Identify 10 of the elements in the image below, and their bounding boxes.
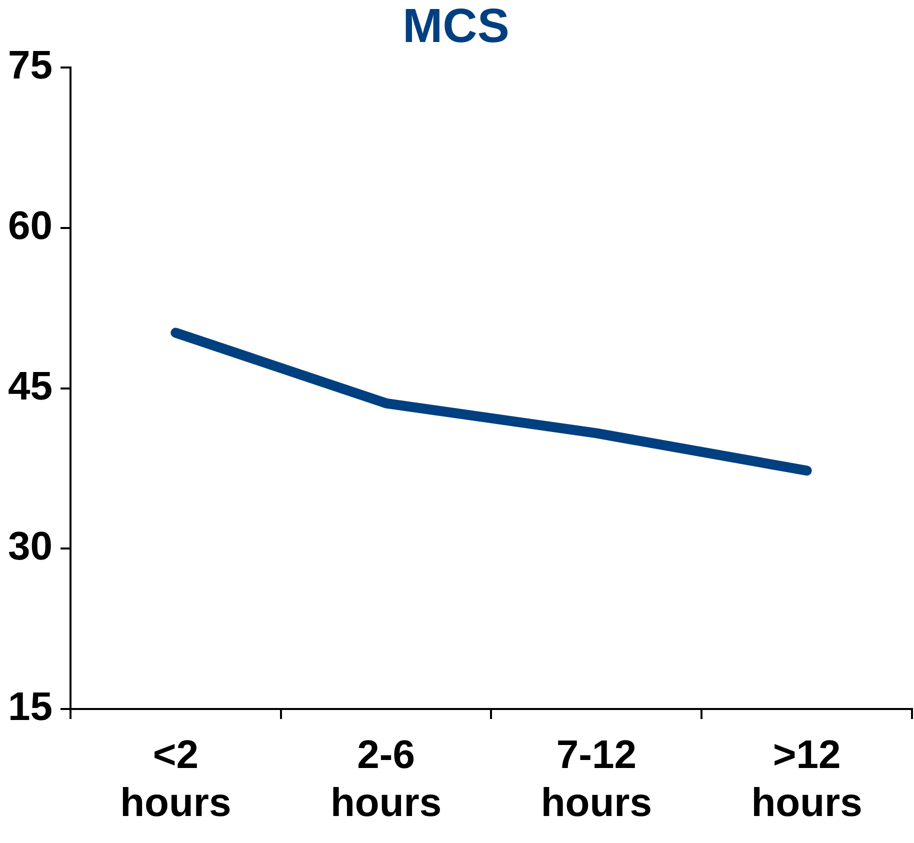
y-tick-label: 30	[8, 524, 52, 569]
y-tick-label: 15	[8, 685, 52, 730]
y-tick-label: 60	[8, 204, 52, 248]
x-tick-label: 2-6 hours	[330, 733, 442, 826]
y-tick-label: 75	[8, 44, 52, 88]
x-tick-label: <2 hours	[120, 733, 232, 826]
x-tick-label: 7-12 hours	[540, 733, 652, 826]
y-tick-label: 45	[8, 364, 52, 408]
chart-title: MCS	[402, 0, 510, 54]
x-tick-label: >12 hours	[751, 733, 862, 826]
